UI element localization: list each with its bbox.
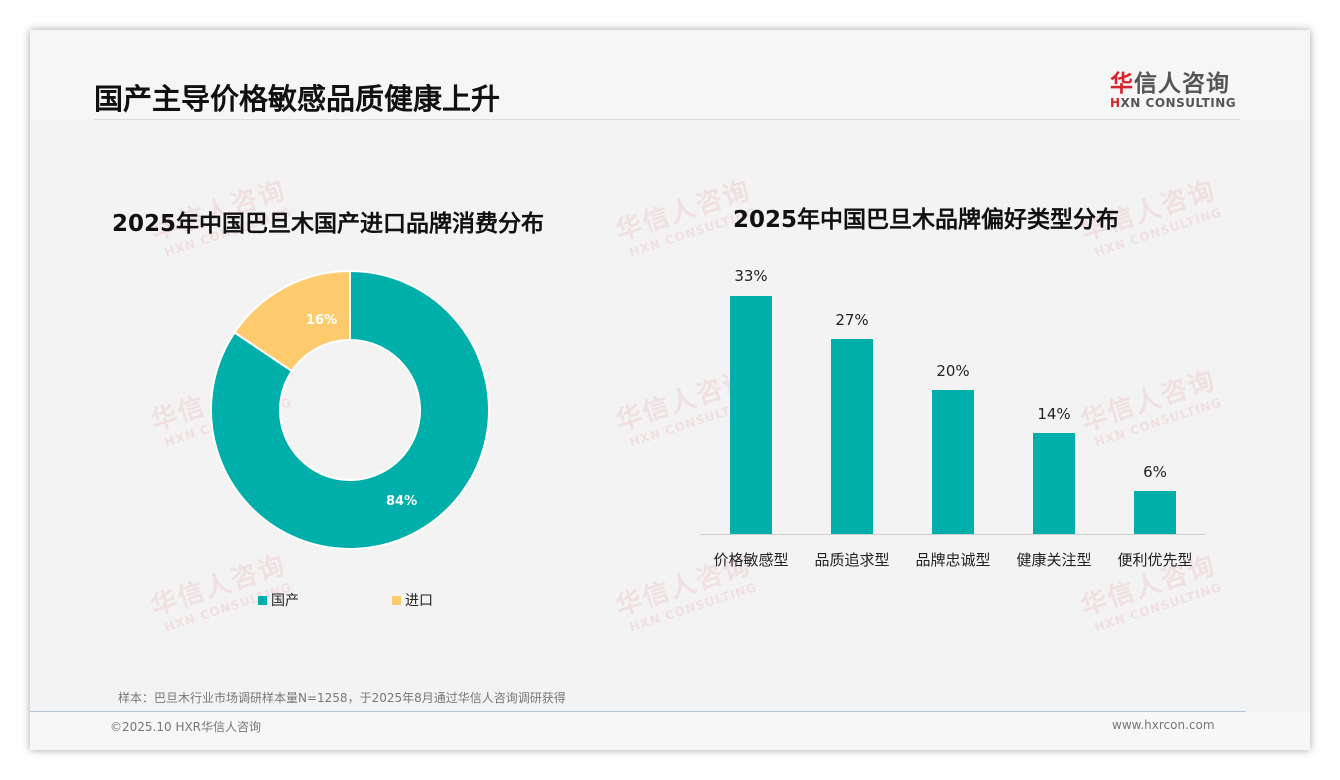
donut-segment-domestic[interactable]	[210, 269, 490, 550]
logo-en: HXN CONSULTING	[1110, 96, 1237, 110]
bar-category: 品牌忠诚型	[915, 551, 991, 569]
header-band	[30, 30, 1310, 120]
bar-value: 20%	[936, 362, 970, 380]
bar-category: 健康关注型	[1016, 551, 1092, 569]
logo-cn: 华信人咨询	[1110, 71, 1230, 97]
donut-chart: 16% 84%	[210, 269, 490, 550]
bar-chart: 33% 价格敏感型 27% 品质追求型 20% 品牌忠诚型 14% 健康关注型 …	[700, 260, 1206, 580]
bar-price-sensitive[interactable]	[730, 296, 772, 534]
bar-value: 14%	[1037, 405, 1071, 423]
bar-value: 6%	[1143, 463, 1167, 481]
copyright: ©2025.10 HXR华信人咨询	[110, 720, 262, 734]
footer-divider	[30, 711, 1246, 712]
bar-chart-title: 2025年中国巴旦木品牌偏好类型分布	[733, 207, 1120, 233]
x-axis	[700, 534, 1206, 535]
legend-item-domestic: 国产	[258, 590, 299, 610]
title-divider	[94, 119, 1240, 120]
donut-chart-title: 2025年中国巴旦木国产进口品牌消费分布	[112, 211, 545, 237]
website-link[interactable]: www.hxrcon.com	[1112, 718, 1215, 732]
bar-category: 品质追求型	[814, 551, 890, 569]
bar-brand-loyal[interactable]	[932, 390, 974, 534]
legend-item-import: 进口	[392, 590, 433, 610]
bar-convenience-first[interactable]	[1134, 491, 1176, 534]
bar-category: 便利优先型	[1117, 551, 1193, 569]
donut-label-import: 16%	[306, 313, 338, 328]
bar-health-focused[interactable]	[1033, 433, 1075, 534]
legend-swatch-import	[392, 595, 401, 605]
footer-band	[30, 712, 1310, 750]
bar-value: 33%	[734, 267, 768, 285]
sample-note: 样本：巴旦木行业市场调研样本量N=1258，于2025年8月通过华信人咨询调研获…	[118, 691, 566, 705]
donut-segment-import[interactable]	[233, 269, 351, 373]
legend-swatch-domestic	[258, 595, 267, 605]
bar-category: 价格敏感型	[713, 551, 789, 569]
company-logo: 华信人咨询 HXN CONSULTING	[1110, 64, 1240, 110]
donut-svg	[210, 269, 490, 550]
bar-value: 27%	[835, 311, 869, 329]
page-title: 国产主导价格敏感品质健康上升	[94, 82, 501, 116]
bar-quality-seeking[interactable]	[831, 339, 873, 534]
slide: 国产主导价格敏感品质健康上升 华信人咨询 HXN CONSULTING 华信人咨…	[30, 30, 1310, 750]
donut-label-domestic: 84%	[386, 494, 418, 509]
